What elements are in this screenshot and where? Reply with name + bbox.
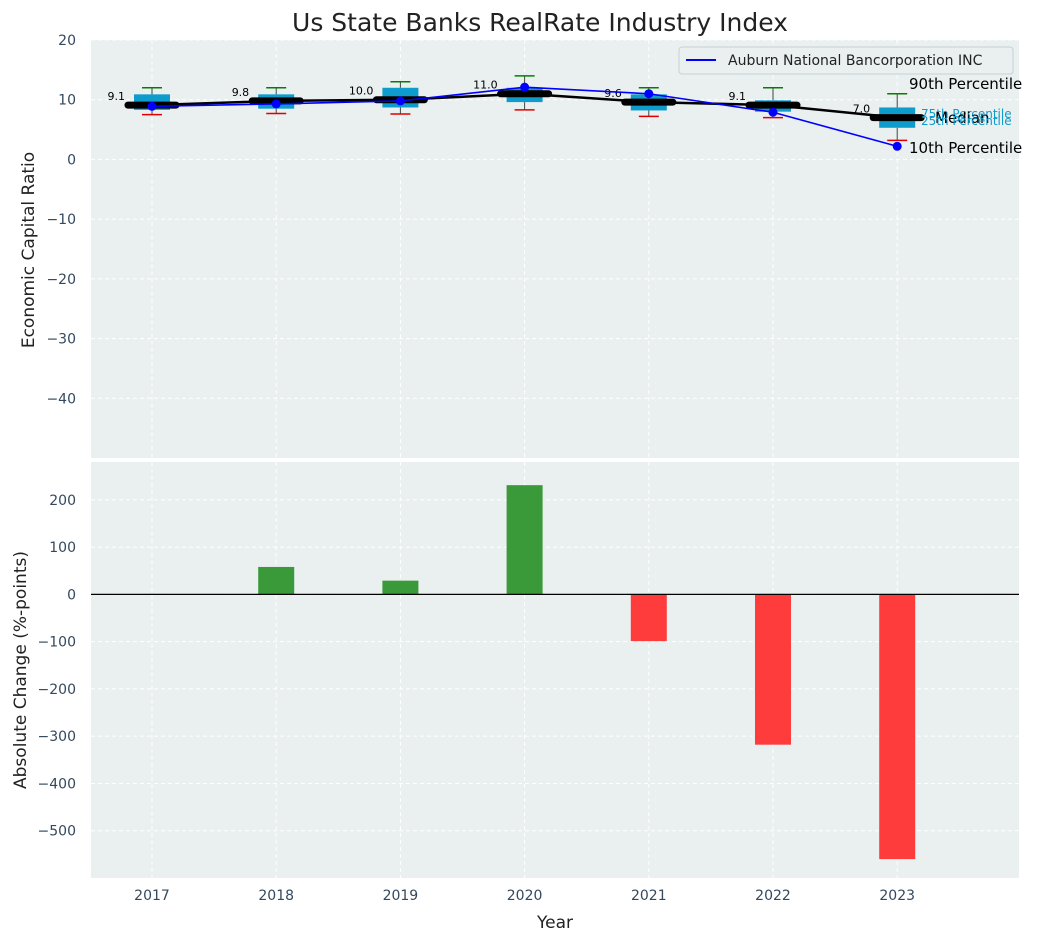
legend: Auburn National Bancorporation INC [678, 46, 1014, 75]
bottom-y-tick-label: −500 [38, 824, 76, 840]
top-y-tick-label: −20 [46, 272, 76, 288]
median-value-label: 9.8 [232, 86, 250, 99]
company-point [147, 101, 157, 111]
top-panel-background [91, 40, 1019, 458]
bottom-y-tick-label: −400 [38, 776, 76, 792]
top-y-tick-label: 10 [58, 93, 76, 109]
x-tick-label: 2018 [258, 888, 294, 904]
company-point [644, 89, 654, 99]
bottom-y-tick-label: −300 [38, 729, 76, 745]
x-tick-label: 2021 [631, 888, 667, 904]
company-point [768, 107, 778, 117]
top-y-tick-label: −10 [46, 212, 76, 228]
p10-annotation: 10th Percentile [909, 139, 1022, 157]
bottom-y-tick-label: 200 [49, 493, 76, 509]
p25-annotation: 25th Percentile [921, 114, 1012, 128]
median-value-label: 9.1 [729, 90, 747, 103]
company-point [395, 96, 405, 106]
change-bar [382, 580, 419, 595]
bottom-y-tick-label: 0 [67, 587, 76, 603]
median-value-label: 9.6 [604, 87, 622, 100]
change-bar [506, 485, 543, 595]
axis-tick-labels: 20100−10−20−30−402001000−100−200−300−400… [38, 33, 915, 904]
p75-annotation: 75th Percentile [921, 107, 1012, 121]
company-point [520, 82, 530, 92]
x-axis-label: Year [536, 913, 573, 933]
bottom-y-tick-label: 100 [49, 540, 76, 556]
change-bar [630, 594, 667, 642]
percentile-annotations: 90th Percentile 75th Percentile Median 2… [909, 75, 1022, 157]
company-point [271, 99, 281, 109]
median-value-label: 9.1 [108, 90, 126, 103]
change-bar [879, 594, 916, 860]
top-y-tick-label: −30 [46, 332, 76, 348]
top-y-tick-label: 20 [58, 33, 76, 49]
x-tick-label: 2017 [134, 888, 170, 904]
p90-annotation: 90th Percentile [909, 75, 1022, 93]
top-panel-grid [91, 39, 1019, 458]
bottom-y-tick-label: −100 [38, 635, 76, 651]
median-value-label: 10.0 [349, 85, 374, 98]
bottom-y-axis-label: Absolute Change (%-points) [11, 551, 31, 789]
legend-label: Auburn National Bancorporation INC [728, 53, 983, 69]
change-bar [258, 566, 295, 595]
x-tick-label: 2023 [879, 888, 915, 904]
company-series-group [147, 82, 902, 151]
top-y-axis-label: Economic Capital Ratio [19, 152, 39, 348]
x-tick-label: 2019 [383, 888, 419, 904]
top-y-tick-label: −40 [46, 391, 76, 407]
change-bars [91, 485, 1019, 860]
x-tick-label: 2022 [755, 888, 791, 904]
company-point [892, 141, 902, 151]
median-annotation: Median [935, 109, 990, 127]
bottom-y-tick-label: −200 [38, 682, 76, 698]
legend-box [678, 46, 1014, 75]
median-value-label: 11.0 [473, 79, 498, 92]
top-y-tick-label: 0 [67, 152, 76, 168]
median-value-label: 7.0 [853, 103, 871, 116]
change-bar [755, 594, 791, 745]
bottom-panel-background [91, 462, 1019, 878]
chart-title: Us State Banks RealRate Industry Index [292, 8, 788, 37]
x-tick-label: 2020 [507, 888, 543, 904]
